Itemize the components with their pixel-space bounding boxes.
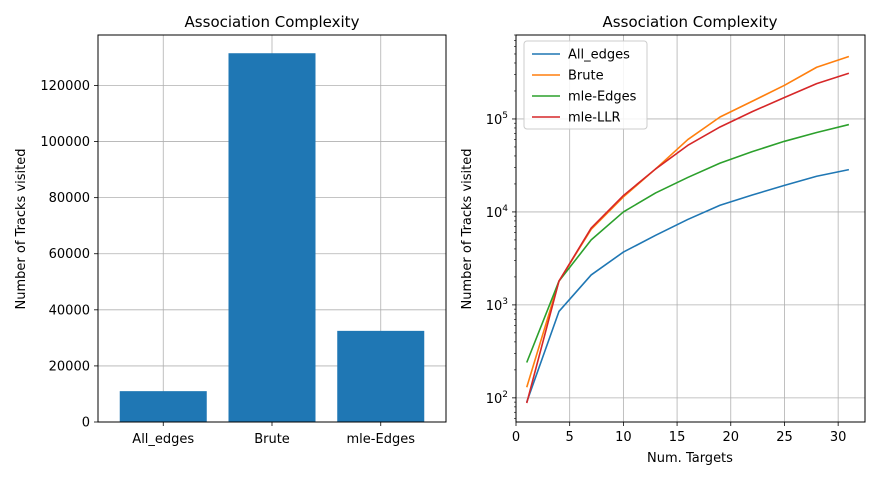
bar-chart-x-tick-label: Brute bbox=[254, 432, 290, 447]
bar-chart-y-tick-label: 20000 bbox=[49, 359, 90, 374]
bar-chart-x-tick-label: All_edges bbox=[132, 432, 194, 447]
line-chart-x-tick-label: 10 bbox=[615, 430, 632, 445]
bar-chart-y-tick-label: 60000 bbox=[49, 247, 90, 262]
bar-chart: Association Complexity Number of Tracks … bbox=[14, 13, 447, 447]
bar-chart-y-tick-label: 120000 bbox=[40, 79, 90, 94]
bar-mle-Edges bbox=[337, 330, 425, 422]
line-chart: Association Complexity Number of Tracks … bbox=[460, 13, 866, 466]
bar-chart-y-tick-label: 0 bbox=[82, 416, 90, 431]
line-chart-y-tick-label: 105 bbox=[486, 111, 508, 128]
line-chart-x-tick-label: 25 bbox=[776, 430, 793, 445]
line-chart-x-tick-label: 5 bbox=[566, 430, 574, 445]
line-chart-y-axis-label: Number of Tracks visited bbox=[460, 149, 475, 310]
bar-chart-y-tick-label: 100000 bbox=[40, 135, 90, 150]
bar-chart-y-axis-label: Number of Tracks visited bbox=[14, 149, 29, 310]
bar-All_edges bbox=[119, 391, 207, 422]
line-chart-x-tick-label: 15 bbox=[669, 430, 686, 445]
bar-chart-ticks: All_edges Brute mle-Edges 0 20000 40000 60000 8… bbox=[40, 79, 415, 447]
line-chart-frame bbox=[515, 34, 866, 423]
legend-label-mle-LLR: mle-LLR bbox=[568, 111, 620, 126]
series-line-mle-LLR bbox=[525, 72, 850, 404]
legend-box bbox=[523, 40, 648, 130]
line-chart-y-tick-label: 104 bbox=[486, 204, 509, 221]
series-line-All_edges bbox=[525, 168, 850, 403]
legend-label-Brute: Brute bbox=[568, 69, 604, 84]
series-line-mle-Edges bbox=[525, 123, 850, 363]
line-chart-title: Association Complexity bbox=[603, 13, 778, 31]
line-chart-x-axis-label: Num. Targets bbox=[647, 451, 733, 466]
bar-chart-title: Association Complexity bbox=[185, 13, 360, 31]
legend-label-mle-Edges: mle-Edges bbox=[568, 90, 637, 105]
line-chart-y-tick-label: 103 bbox=[486, 297, 508, 314]
legend-label-All_edges: All_edges bbox=[568, 48, 630, 63]
line-chart-x-tick-label: 20 bbox=[722, 430, 739, 445]
bar-chart-bars bbox=[119, 53, 425, 422]
line-chart-legend: All_edges Brute mle-Edges mle-LLR bbox=[523, 40, 648, 130]
bar-chart-x-tick-label: mle-Edges bbox=[347, 432, 416, 447]
bar-chart-y-tick-label: 40000 bbox=[49, 303, 90, 318]
bar-chart-y-tick-label: 80000 bbox=[49, 191, 90, 206]
bar-Brute bbox=[228, 53, 316, 422]
bar-chart-frame bbox=[97, 34, 447, 423]
line-chart-x-tick-label: 30 bbox=[830, 430, 847, 445]
line-chart-lines bbox=[525, 55, 850, 404]
line-chart-ticks: 0 5 10 15 20 25 30 102 103 104 105 bbox=[486, 34, 847, 445]
line-chart-x-tick-label: 0 bbox=[512, 430, 520, 445]
line-chart-y-tick-label: 102 bbox=[486, 390, 508, 407]
